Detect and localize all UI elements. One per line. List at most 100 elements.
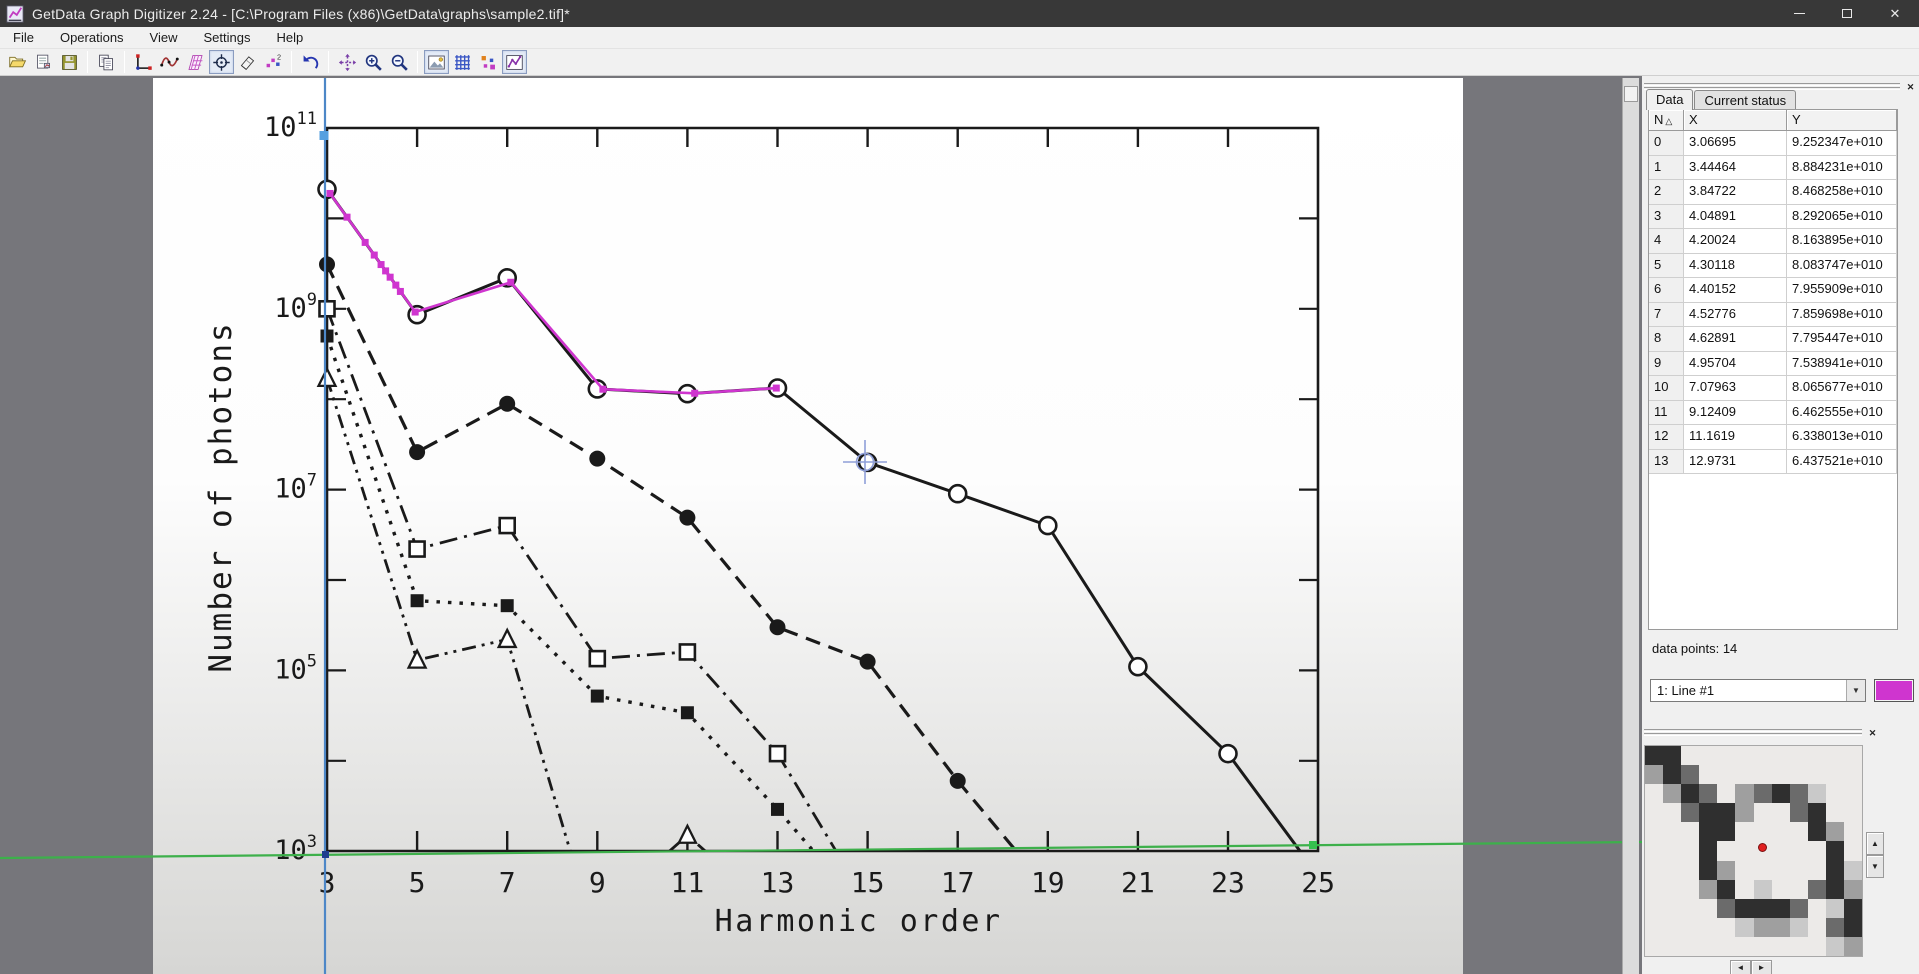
- magnifier-splitter[interactable]: [1644, 729, 1862, 737]
- line-color-swatch[interactable]: [1874, 679, 1914, 702]
- table-row[interactable]: 5 4.30118 8.083747e+010: [1649, 253, 1897, 278]
- erase-points-button[interactable]: [235, 50, 260, 74]
- table-row[interactable]: 9 4.95704 7.538941e+010: [1649, 351, 1897, 376]
- toolbar-separator: [291, 51, 292, 73]
- menu-item-settings[interactable]: Settings: [203, 30, 251, 45]
- scanned-image[interactable]: [153, 78, 1463, 974]
- series-3-marker: [408, 540, 426, 558]
- digitized-point[interactable]: [772, 384, 780, 392]
- copy-button[interactable]: [94, 50, 119, 74]
- row-index: 0: [1649, 131, 1684, 156]
- column-header-y[interactable]: Y: [1787, 110, 1897, 131]
- chart-canvas[interactable]: 103 105 107 109 1011 3 5 7 9 11 13 15 17 19 21 23 25 Harm…: [0, 76, 1642, 974]
- x-axis-title: Harmonic order: [715, 904, 1003, 939]
- show-lines-icon: [505, 54, 523, 70]
- menu-item-operations[interactable]: Operations: [59, 30, 124, 45]
- menu-item-file[interactable]: File: [13, 30, 34, 45]
- show-image-icon: [427, 55, 445, 69]
- digitized-point[interactable]: [326, 189, 334, 197]
- y-value: 8.468258e+010: [1787, 180, 1897, 205]
- table-row[interactable]: 7 4.52776 7.859698e+010: [1649, 302, 1897, 327]
- scroll-down-button[interactable]: ▼: [1866, 855, 1884, 878]
- table-row[interactable]: 13 12.9731 6.437521e+010: [1649, 449, 1897, 474]
- reorder-points-button[interactable]: [157, 50, 182, 74]
- zoom-out-button[interactable]: [387, 50, 412, 74]
- minimize-button[interactable]: [1775, 0, 1823, 27]
- close-button[interactable]: ✕: [1871, 0, 1919, 27]
- series-2-marker: [679, 509, 696, 526]
- open-project-button[interactable]: [5, 50, 30, 74]
- digitized-point[interactable]: [507, 278, 515, 286]
- open-image-button[interactable]: [31, 50, 56, 74]
- x-axis-calibration-line[interactable]: [0, 840, 1642, 860]
- scroll-left-button[interactable]: ◄: [1730, 960, 1751, 974]
- table-row[interactable]: 1 3.44464 8.884231e+010: [1649, 155, 1897, 180]
- x2-axis-point[interactable]: [1309, 841, 1317, 849]
- origin-axis-point[interactable]: [322, 851, 329, 858]
- table-row[interactable]: 8 4.62891 7.795447e+010: [1649, 327, 1897, 352]
- series-5-marker: [677, 823, 698, 844]
- line-select[interactable]: 1: Line #1 ▼: [1650, 679, 1866, 702]
- digitized-point[interactable]: [599, 385, 607, 393]
- table-row[interactable]: 0 3.06695 9.252347e+010: [1649, 131, 1897, 156]
- x-tick-label: 23: [1211, 866, 1245, 899]
- toggle-points-button[interactable]: [476, 50, 501, 74]
- digitized-point[interactable]: [370, 251, 378, 259]
- toggle-grid-button[interactable]: [450, 50, 475, 74]
- canvas-scrollbar-thumb[interactable]: [1624, 86, 1638, 102]
- digitized-point[interactable]: [361, 238, 369, 246]
- move-points-button[interactable]: 2: [261, 50, 286, 74]
- digitize-area-button[interactable]: [183, 50, 208, 74]
- digitized-point[interactable]: [386, 273, 394, 281]
- table-row[interactable]: 6 4.40152 7.955909e+010: [1649, 278, 1897, 303]
- tab-current-status[interactable]: Current status: [1694, 90, 1797, 109]
- toggle-image-button[interactable]: [423, 50, 449, 74]
- set-points-button[interactable]: [208, 50, 234, 74]
- panel-close-button[interactable]: ✕: [1906, 82, 1915, 92]
- series-5-marker: [406, 648, 428, 669]
- panel-tabs: Data Current status: [1646, 88, 1797, 110]
- save-icon: [61, 54, 77, 70]
- panel-splitter[interactable]: [1644, 83, 1900, 91]
- digitized-point[interactable]: [411, 308, 419, 316]
- series-4-marker: [680, 706, 694, 720]
- table-row[interactable]: 4 4.20024 8.163895e+010: [1649, 229, 1897, 254]
- digitized-point[interactable]: [396, 287, 404, 295]
- scroll-right-button[interactable]: ►: [1751, 960, 1772, 974]
- pan-button[interactable]: [335, 50, 360, 74]
- x-tick-label: 19: [1031, 866, 1065, 899]
- undo-button[interactable]: [298, 50, 323, 74]
- series-2-marker: [949, 772, 966, 789]
- table-row[interactable]: 10 7.07963 8.065677e+010: [1649, 376, 1897, 401]
- digitized-point[interactable]: [382, 267, 390, 275]
- show-points-icon: [481, 55, 495, 69]
- digitized-point[interactable]: [392, 281, 400, 289]
- save-button[interactable]: [57, 50, 82, 74]
- series-1-marker: [947, 483, 968, 504]
- menu-item-help[interactable]: Help: [276, 30, 304, 45]
- set-scale-button[interactable]: [131, 50, 156, 74]
- column-header-x[interactable]: X: [1684, 110, 1787, 131]
- data-table: N △ X Y 0 3.06695 9.252347e+010 1 3.44464 8.88…: [1648, 109, 1898, 630]
- toggle-lines-button[interactable]: [501, 50, 527, 74]
- y-tick-label: 109: [274, 290, 317, 324]
- menu-item-view[interactable]: View: [149, 30, 178, 45]
- table-row[interactable]: 11 9.12409 6.462555e+010: [1649, 400, 1897, 425]
- zoom-in-button[interactable]: [361, 50, 386, 74]
- digitized-point[interactable]: [343, 213, 351, 221]
- canvas-scrollbar[interactable]: [1622, 78, 1639, 974]
- table-row[interactable]: 2 3.84722 8.468258e+010: [1649, 180, 1897, 205]
- digitized-point[interactable]: [377, 261, 385, 269]
- table-row[interactable]: 3 4.04891 8.292065e+010: [1649, 204, 1897, 229]
- y-tick-label: 103: [274, 832, 317, 866]
- chevron-down-icon[interactable]: ▼: [1846, 680, 1865, 701]
- table-row[interactable]: 12 11.1619 6.338013e+010: [1649, 425, 1897, 450]
- scroll-up-button[interactable]: ▲: [1866, 832, 1884, 855]
- magnifier-close-button[interactable]: ✕: [1868, 728, 1877, 738]
- digitized-point[interactable]: [691, 389, 699, 397]
- maximize-button[interactable]: [1823, 0, 1871, 27]
- magnifier-view: [1644, 745, 1863, 957]
- column-header-n[interactable]: N △: [1649, 110, 1684, 131]
- y2-axis-point[interactable]: [319, 131, 329, 140]
- tab-data[interactable]: Data: [1646, 89, 1694, 110]
